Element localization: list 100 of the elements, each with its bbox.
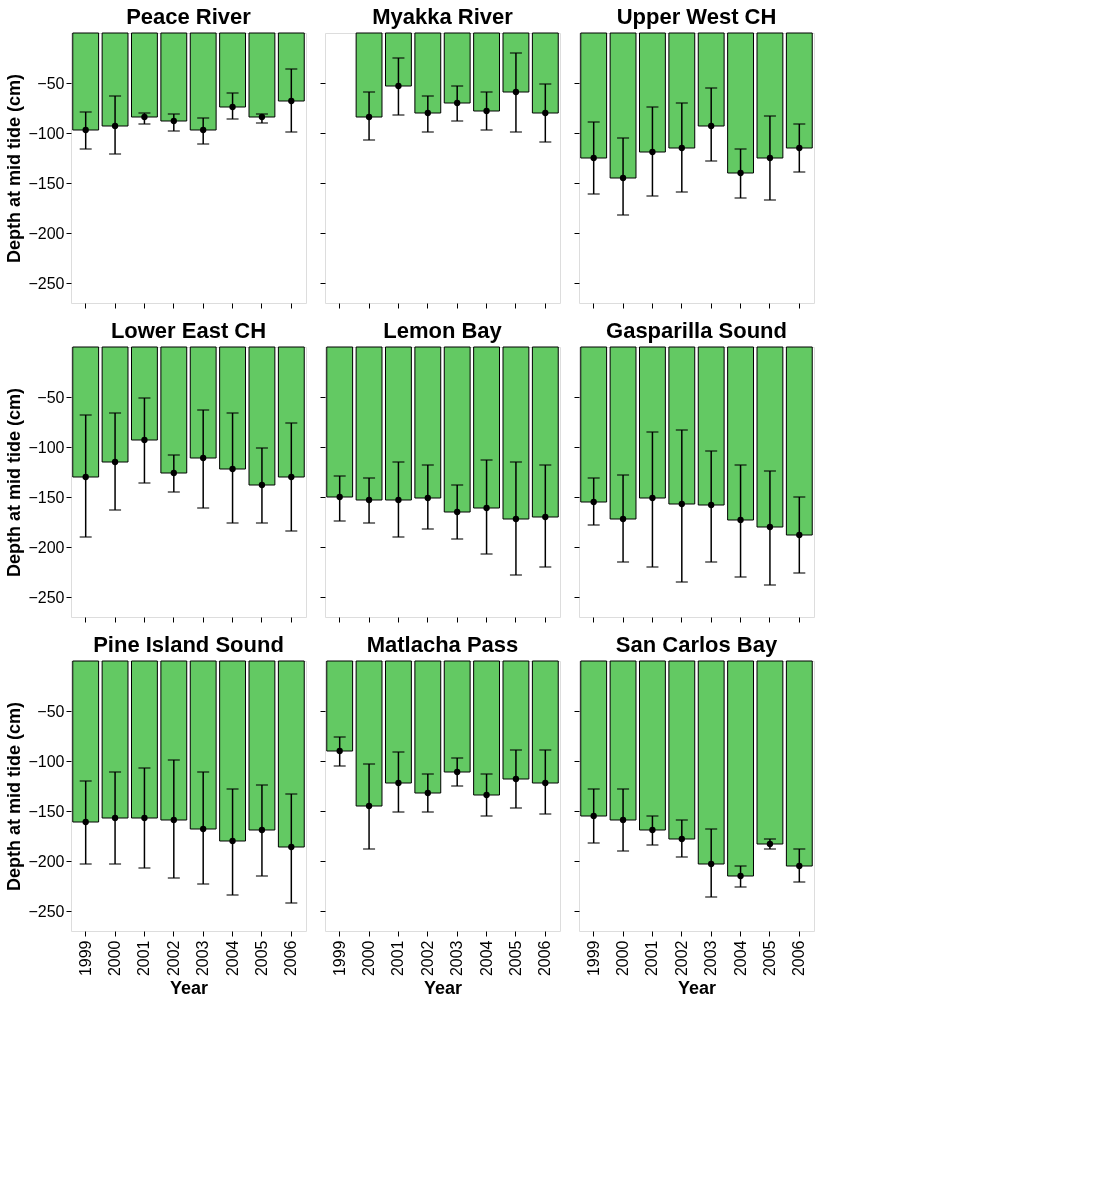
point (737, 169, 744, 177)
y-tick-label: −200 (28, 224, 65, 242)
point (288, 473, 295, 481)
point (82, 126, 89, 134)
point (649, 148, 656, 156)
y-tick-label: −100 (28, 438, 65, 456)
point (229, 465, 236, 473)
point (288, 97, 295, 105)
point (796, 144, 803, 152)
x-tick-label: 2005 (252, 940, 270, 977)
x-tick-label: 2002 (418, 940, 436, 977)
point (619, 515, 627, 523)
point (454, 768, 461, 776)
x-tick-label: 1999 (330, 940, 348, 977)
point (424, 789, 431, 797)
point (796, 862, 803, 870)
point (512, 515, 520, 523)
point (141, 814, 148, 822)
x-tick-label: 2004 (477, 940, 495, 977)
chart-title: Upper West CH (616, 3, 777, 29)
point (395, 496, 402, 504)
y-tick-label: −100 (28, 752, 65, 770)
point (542, 109, 549, 117)
point (141, 436, 148, 444)
chart-title: Gasparilla Sound (606, 317, 787, 343)
point (649, 494, 656, 502)
x-tick-label: 2005 (506, 940, 524, 977)
x-tick-label: 2006 (282, 940, 300, 977)
point (424, 494, 431, 502)
point (512, 775, 520, 783)
x-axis-title: Year (169, 978, 209, 999)
x-tick-label: 2005 (760, 940, 778, 977)
point (737, 872, 744, 880)
y-axis-title: Depth at mid tide (cm) (4, 701, 25, 892)
x-tick-label: 2000 (360, 940, 378, 977)
point (365, 496, 373, 504)
point (200, 126, 207, 134)
point (766, 154, 774, 162)
point (678, 500, 685, 508)
point (483, 107, 490, 115)
point (542, 513, 549, 521)
point (796, 531, 803, 539)
x-tick-label: 2000 (614, 940, 632, 977)
point (454, 508, 461, 516)
point (590, 498, 597, 506)
y-tick-label: −150 (28, 174, 65, 192)
point (708, 122, 715, 130)
point (170, 816, 177, 824)
point (229, 837, 236, 845)
point (200, 825, 207, 833)
x-axis-title: Year (423, 978, 463, 999)
point (708, 860, 715, 868)
y-axis-title: Depth at mid tide (cm) (4, 387, 25, 578)
point (590, 812, 597, 820)
point (649, 826, 656, 834)
point (111, 122, 119, 130)
point (258, 481, 266, 489)
x-tick-label: 2004 (223, 940, 241, 977)
y-tick-label: −200 (28, 852, 65, 870)
x-tick-label: 2002 (164, 940, 182, 977)
x-tick-label: 2003 (702, 940, 720, 977)
point (200, 454, 207, 462)
chart-title: Pine Island Sound (93, 631, 284, 657)
point (395, 779, 402, 787)
x-tick-label: 2003 (448, 940, 466, 977)
x-axis-title: Year (677, 978, 717, 999)
point (111, 814, 119, 822)
x-tick-label: 2000 (106, 940, 124, 977)
y-axis-title: Depth at mid tide (cm) (4, 73, 25, 264)
chart-title: Lower East CH (110, 317, 267, 343)
chart-title: Lemon Bay (383, 317, 503, 343)
point (395, 82, 402, 90)
point (258, 826, 266, 834)
y-tick-label: −50 (37, 388, 65, 406)
point (542, 779, 549, 787)
point (111, 458, 119, 466)
point (170, 469, 177, 477)
x-tick-label: 2001 (389, 940, 407, 977)
point (512, 88, 520, 96)
point (590, 154, 597, 162)
point (766, 523, 774, 531)
chart-title: Matlacha Pass (366, 631, 519, 657)
x-tick-label: 2006 (536, 940, 554, 977)
y-tick-label: −250 (28, 902, 65, 920)
point (678, 835, 685, 843)
x-tick-label: 2006 (790, 940, 808, 977)
x-tick-label: 1999 (584, 940, 602, 977)
x-tick-label: 2002 (672, 940, 690, 977)
point (365, 113, 373, 121)
x-tick-label: 2003 (194, 940, 212, 977)
point (141, 113, 148, 121)
chart-title: Myakka River (372, 3, 514, 29)
point (336, 493, 343, 501)
chart-title: San Carlos Bay (615, 631, 778, 657)
point (483, 791, 490, 799)
y-tick-label: −250 (28, 588, 65, 606)
point (365, 802, 373, 810)
point (170, 117, 177, 125)
point (708, 501, 715, 509)
y-tick-label: −50 (37, 74, 65, 92)
